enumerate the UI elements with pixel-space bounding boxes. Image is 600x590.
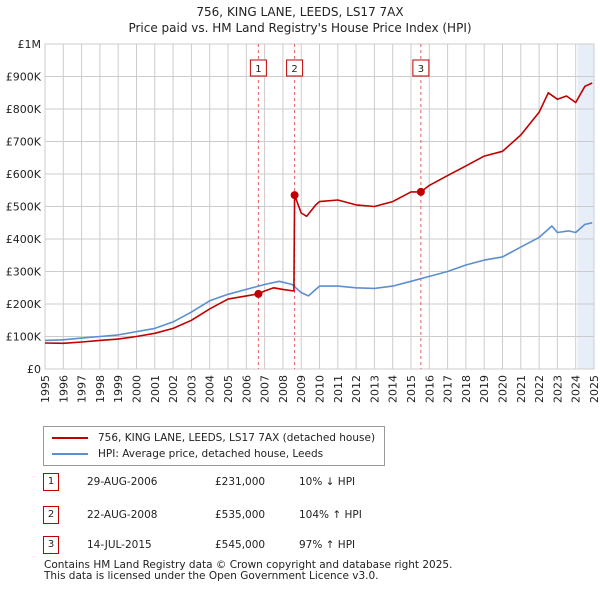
y-tick-label: £500K <box>6 201 42 214</box>
transaction-number-badge: 1 <box>43 473 59 491</box>
x-tick-label: 2021 <box>515 375 528 403</box>
transaction-hpi-diff: 97% ↑ HPI <box>299 539 356 551</box>
y-tick-label: £1M <box>18 38 42 51</box>
x-tick-label: 2019 <box>478 375 491 403</box>
price-chart: 756, KING LANE, LEEDS, LS17 7AX Price pa… <box>6 5 600 403</box>
x-tick-label: 2007 <box>259 375 272 403</box>
property-price-line <box>44 82 593 345</box>
x-tick-label: 1999 <box>112 375 125 403</box>
table-row: 1 29-AUG-2006 £231,000 10% ↓ HPI <box>43 473 383 491</box>
sale-marker-box <box>286 59 304 77</box>
x-tick-label: 2000 <box>131 375 144 403</box>
legend-item-hpi: HPI: Average price, detached house, Leed… <box>52 446 323 462</box>
x-tick-label: 2015 <box>405 375 418 403</box>
x-tick-label: 2016 <box>423 375 436 403</box>
x-tick-label: 2005 <box>222 375 235 403</box>
x-tick-label: 2023 <box>551 375 564 403</box>
footer-line-license: This data is licensed under the Open Gov… <box>44 570 379 582</box>
sale-point <box>290 191 299 200</box>
transaction-price: £535,000 <box>215 509 266 521</box>
x-tick-label: 2001 <box>149 375 162 403</box>
footer-attribution: Contains HM Land Registry data © Crown c… <box>44 560 452 582</box>
x-tick-label: 2025 <box>588 375 600 403</box>
x-tick-label: 2014 <box>387 375 400 403</box>
legend-swatch-hpi <box>52 453 88 455</box>
y-tick-label: £800K <box>6 103 42 116</box>
legend-item-property: 756, KING LANE, LEEDS, LS17 7AX (detache… <box>52 430 375 446</box>
chart-subtitle: Price paid vs. HM Land Registry's House … <box>128 21 471 35</box>
x-tick-label: 2018 <box>460 375 473 403</box>
x-tick-label: 2013 <box>368 375 381 403</box>
sale-point <box>416 187 425 196</box>
chart-title: 756, KING LANE, LEEDS, LS17 7AX <box>196 5 403 19</box>
hpi-line <box>44 222 593 342</box>
x-tick-label: 2010 <box>314 375 327 403</box>
y-tick-label: £200K <box>6 298 42 311</box>
y-tick-label: £900K <box>6 71 42 84</box>
table-row: 2 22-AUG-2008 £535,000 104% ↑ HPI <box>43 506 383 524</box>
x-tick-label: 1995 <box>39 375 52 403</box>
transaction-hpi-diff: 10% ↓ HPI <box>299 476 356 488</box>
x-tick-label: 2012 <box>350 375 363 403</box>
x-tick-label: 2003 <box>185 375 198 403</box>
x-tick-label: 2002 <box>167 375 180 403</box>
x-tick-label: 2022 <box>533 375 546 403</box>
x-tick-label: 2008 <box>277 375 290 403</box>
footer-line-copyright: Contains HM Land Registry data © Crown c… <box>44 559 453 571</box>
transaction-date: 14-JUL-2015 <box>87 539 152 551</box>
x-tick-label: 2017 <box>442 375 455 403</box>
x-tick-label: 2004 <box>204 375 217 403</box>
y-tick-label: £0 <box>27 363 41 376</box>
table-row: 3 14-JUL-2015 £545,000 97% ↑ HPI <box>43 536 383 554</box>
x-tick-label: 2006 <box>240 375 253 403</box>
y-tick-label: £100K <box>6 331 42 344</box>
sale-marker-box <box>249 59 267 77</box>
x-tick-label: 2024 <box>570 375 583 403</box>
x-tick-label: 1998 <box>94 375 107 403</box>
transaction-date: 22-AUG-2008 <box>87 509 158 521</box>
sale-point <box>254 289 263 298</box>
legend-label-hpi: HPI: Average price, detached house, Leed… <box>98 448 324 460</box>
transaction-date: 29-AUG-2006 <box>87 476 158 488</box>
transaction-hpi-diff: 104% ↑ HPI <box>299 509 362 521</box>
sale-marker-box <box>412 59 430 77</box>
sale-marker-label: 1 <box>255 64 261 75</box>
y-tick-label: £300K <box>6 266 42 279</box>
sale-marker-label: 3 <box>418 64 424 75</box>
transaction-price: £231,000 <box>215 476 266 488</box>
x-tick-label: 2009 <box>295 375 308 403</box>
y-tick-label: £700K <box>6 136 42 149</box>
transaction-number-badge: 2 <box>43 506 59 524</box>
plot-border <box>44 43 595 370</box>
transaction-number-badge: 3 <box>43 536 59 554</box>
transaction-price: £545,000 <box>215 539 266 551</box>
y-tick-label: £400K <box>6 233 42 246</box>
sale-marker-label: 2 <box>291 64 297 75</box>
x-tick-label: 1997 <box>76 375 89 403</box>
legend: 756, KING LANE, LEEDS, LS17 7AX (detache… <box>43 426 385 466</box>
y-tick-label: £600K <box>6 168 42 181</box>
x-tick-label: 1996 <box>57 375 70 403</box>
legend-swatch-property <box>52 437 88 439</box>
x-tick-label: 2011 <box>332 375 345 403</box>
x-tick-label: 2020 <box>497 375 510 403</box>
legend-label-property: 756, KING LANE, LEEDS, LS17 7AX (detache… <box>98 432 376 444</box>
